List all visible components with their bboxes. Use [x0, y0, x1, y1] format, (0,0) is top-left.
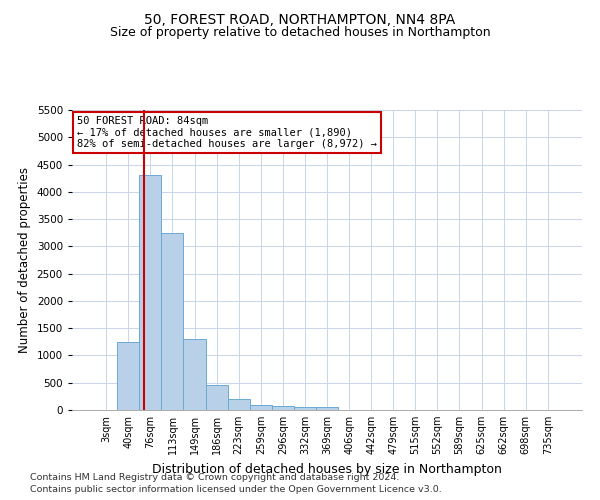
Bar — [139, 176, 161, 410]
Y-axis label: Number of detached properties: Number of detached properties — [18, 167, 31, 353]
Bar — [294, 408, 316, 410]
Text: 50 FOREST ROAD: 84sqm
← 17% of detached houses are smaller (1,890)
82% of semi-d: 50 FOREST ROAD: 84sqm ← 17% of detached … — [77, 116, 377, 149]
Bar — [250, 404, 272, 410]
Text: 50, FOREST ROAD, NORTHAMPTON, NN4 8PA: 50, FOREST ROAD, NORTHAMPTON, NN4 8PA — [145, 12, 455, 26]
Text: Size of property relative to detached houses in Northampton: Size of property relative to detached ho… — [110, 26, 490, 39]
Bar — [206, 386, 227, 410]
Bar — [117, 342, 139, 410]
Bar — [184, 339, 206, 410]
Bar — [272, 406, 294, 410]
Bar — [316, 408, 338, 410]
Bar — [161, 232, 184, 410]
Text: Contains HM Land Registry data © Crown copyright and database right 2024.: Contains HM Land Registry data © Crown c… — [30, 474, 400, 482]
Text: Contains public sector information licensed under the Open Government Licence v3: Contains public sector information licen… — [30, 485, 442, 494]
Bar — [227, 399, 250, 410]
X-axis label: Distribution of detached houses by size in Northampton: Distribution of detached houses by size … — [152, 462, 502, 475]
